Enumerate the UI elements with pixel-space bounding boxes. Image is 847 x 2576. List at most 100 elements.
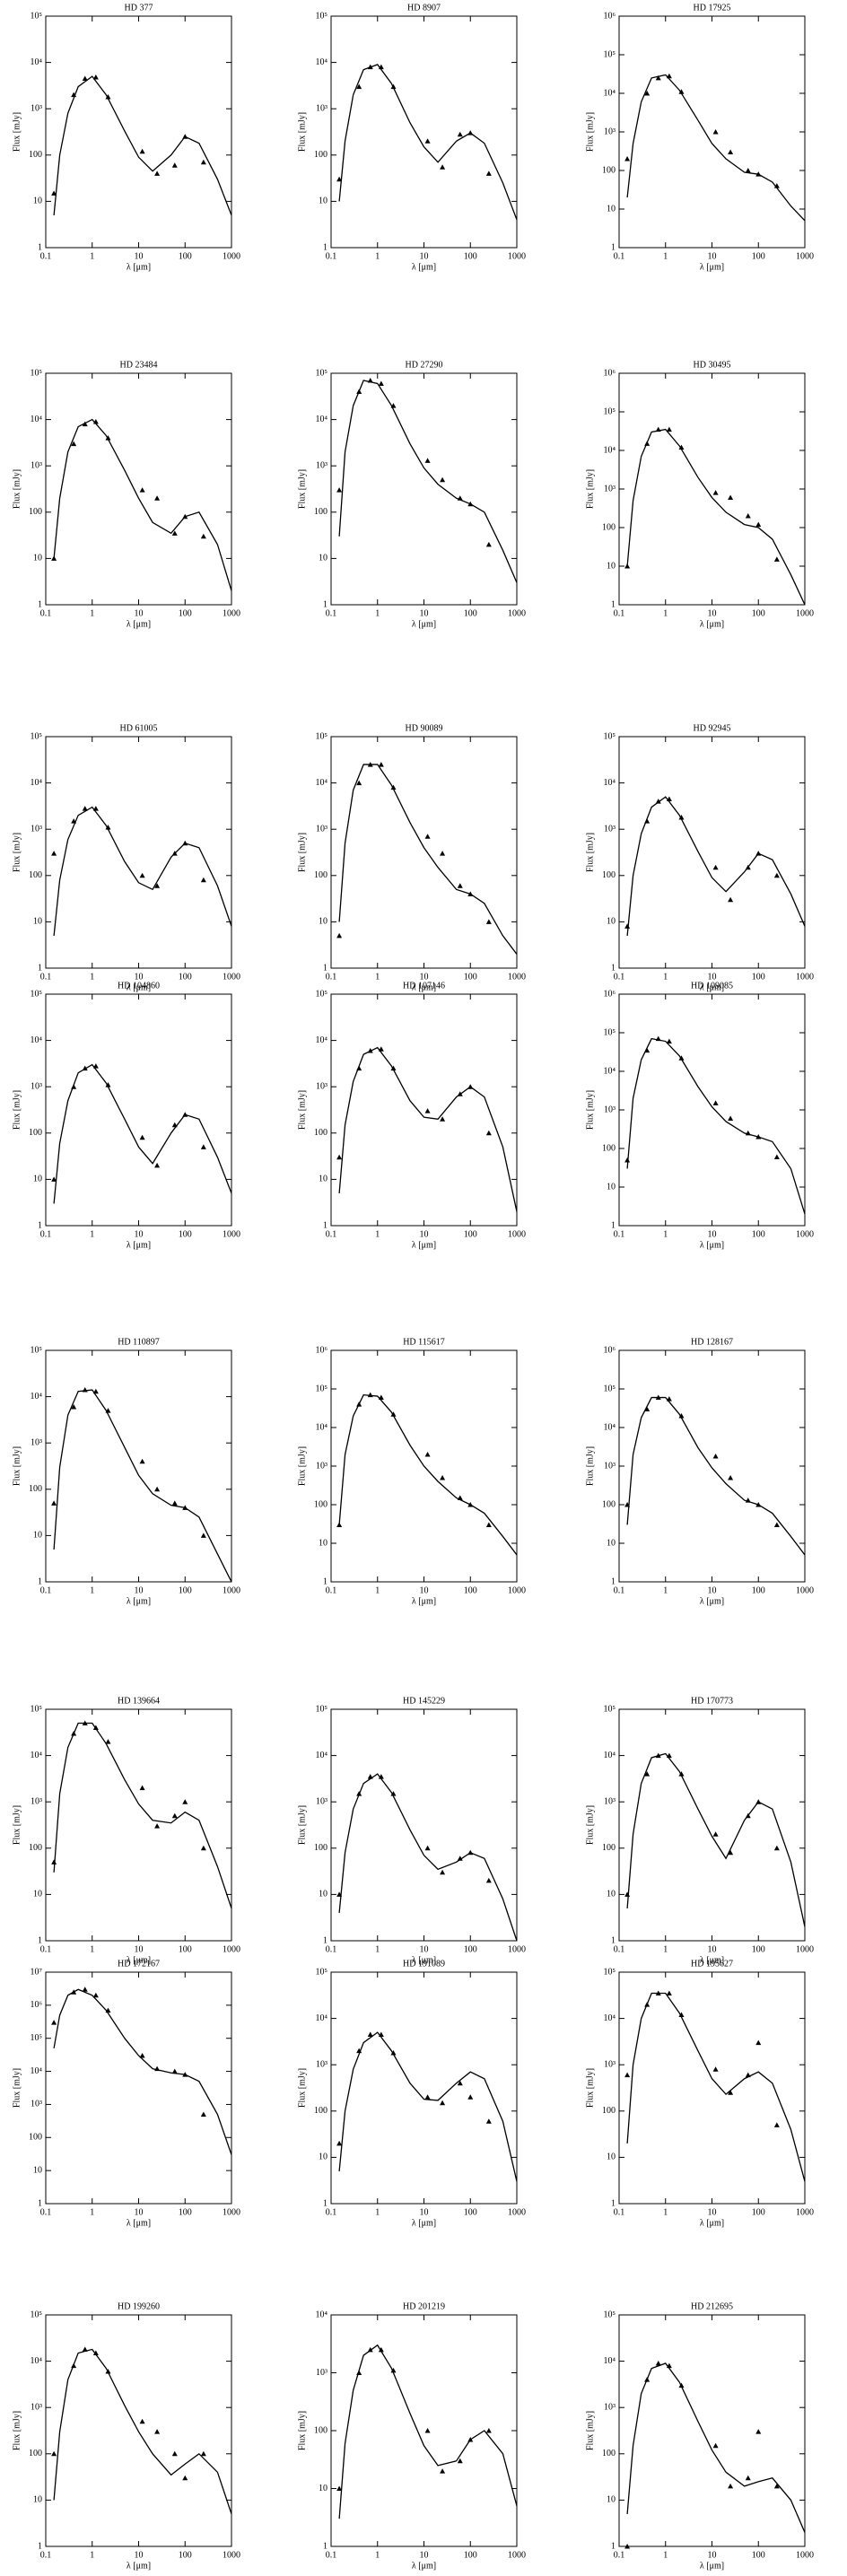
y-axis-label: Flux [mJy] (585, 833, 595, 872)
y-tick-label: 10⁴ (316, 1035, 328, 1045)
photometry-point (666, 2362, 672, 2369)
x-tick-label: 1 (375, 972, 380, 982)
photometry-point (440, 2468, 446, 2474)
photometry-point (457, 495, 463, 501)
x-tick-label: 1 (90, 2207, 94, 2217)
y-tick-label: 1 (611, 242, 616, 252)
photometry-point (105, 825, 111, 830)
photometry-point (378, 2346, 384, 2353)
photometry-point (728, 1115, 734, 1122)
chart-title: HD 90089 (406, 723, 443, 733)
y-axis-label: Flux [mJy] (12, 1446, 22, 1486)
photometry-point (467, 2436, 474, 2442)
x-tick-label: 1000 (508, 608, 526, 618)
y-tick-label: 100 (602, 1499, 616, 1509)
x-tick-label: 1 (663, 972, 668, 982)
plot-frame (330, 736, 518, 969)
y-tick-label: 10 (319, 1538, 327, 1548)
y-tick-label: 100 (314, 507, 327, 517)
y-tick-label: 10³ (604, 127, 616, 136)
photometry-point (71, 1989, 77, 1995)
photometry-point (728, 1474, 734, 1480)
photometry-point (367, 377, 373, 383)
x-tick-label: 1000 (796, 1944, 814, 1954)
x-tick-label: 1 (90, 608, 94, 618)
x-tick-label: 1 (375, 2207, 380, 2217)
photometry-point (92, 1063, 99, 1069)
x-tick-label: 10 (708, 251, 717, 261)
y-tick-label: 1 (323, 599, 327, 609)
x-tick-label: 100 (752, 2207, 765, 2217)
photometry-point (92, 418, 99, 424)
x-tick-label: 100 (464, 2550, 477, 2560)
photometry-point (154, 1162, 161, 1168)
x-axis-label: λ [μm] (412, 262, 436, 272)
y-tick-label: 100 (314, 870, 327, 880)
y-tick-label: 10⁴ (604, 2356, 616, 2366)
y-tick-label: 10⁴ (604, 445, 616, 455)
photometry-point (390, 403, 397, 408)
photometry-point (200, 2111, 206, 2118)
y-tick-label: 1 (323, 1220, 327, 1230)
y-tick-label: 10³ (31, 460, 42, 470)
x-tick-label: 10 (135, 608, 144, 618)
y-tick-label: 10⁵ (604, 49, 616, 59)
x-tick-label: 0.1 (614, 608, 625, 618)
photometry-point (678, 2012, 685, 2018)
y-tick-label: 10⁴ (316, 2310, 328, 2319)
x-tick-label: 10 (135, 2550, 144, 2560)
y-tick-label: 100 (602, 870, 616, 880)
y-axis-label: Flux [mJy] (297, 833, 307, 872)
model-curve (53, 1063, 231, 1204)
chart-title: HD 172167 (118, 1959, 160, 1969)
x-axis-label: λ [μm] (412, 1240, 436, 1250)
x-tick-label: 1 (90, 2550, 94, 2560)
y-tick-label: 10⁵ (316, 368, 328, 378)
y-tick-label: 10⁵ (31, 2310, 43, 2319)
y-tick-label: 100 (29, 507, 42, 517)
photometry-point (154, 1486, 161, 1492)
photometry-point (105, 1082, 111, 1087)
x-axis-label: λ [μm] (412, 982, 436, 992)
x-tick-label: 100 (464, 2207, 477, 2217)
plot-frame (618, 993, 806, 1227)
y-tick-label: 10³ (31, 2100, 42, 2109)
y-tick-label: 10⁵ (31, 11, 43, 21)
model-curve (626, 796, 805, 936)
photometry-point (171, 1812, 178, 1819)
x-tick-label: 1000 (796, 1585, 814, 1595)
photometry-point (200, 1845, 206, 1851)
photometry-point (457, 2458, 463, 2464)
photometry-point (336, 1891, 343, 1897)
plot-frame (330, 15, 518, 249)
photometry-point (678, 444, 685, 450)
photometry-point (457, 1495, 463, 1500)
y-tick-label: 10⁶ (316, 1345, 328, 1355)
photometry-point (467, 501, 474, 507)
y-axis-label: Flux [mJy] (585, 2068, 595, 2108)
x-tick-label: 1000 (796, 1229, 814, 1239)
x-tick-label: 1 (375, 608, 380, 618)
y-tick-label: 10⁵ (604, 731, 616, 741)
plot-frame (45, 1971, 232, 2205)
x-tick-label: 100 (464, 1944, 477, 1954)
x-tick-label: 10 (135, 2207, 144, 2217)
x-tick-label: 10 (420, 972, 429, 982)
x-tick-label: 0.1 (614, 2207, 625, 2217)
y-tick-label: 10⁵ (604, 2310, 616, 2319)
photometry-point (182, 1799, 188, 1804)
photometry-point (356, 1791, 362, 1796)
y-tick-label: 10³ (31, 824, 42, 834)
y-tick-label: 100 (314, 1499, 327, 1509)
x-tick-label: 0.1 (614, 2550, 625, 2560)
model-curve (626, 1752, 805, 1927)
photometry-point (424, 2428, 431, 2433)
y-tick-label: 1 (38, 599, 42, 609)
photometry-point (655, 1035, 661, 1042)
y-tick-label: 1 (38, 963, 42, 973)
y-tick-label: 10⁵ (316, 989, 328, 999)
y-tick-label: 10⁴ (316, 778, 328, 788)
y-axis-label: Flux [mJy] (12, 2411, 22, 2450)
x-tick-label: 100 (179, 1229, 192, 1239)
